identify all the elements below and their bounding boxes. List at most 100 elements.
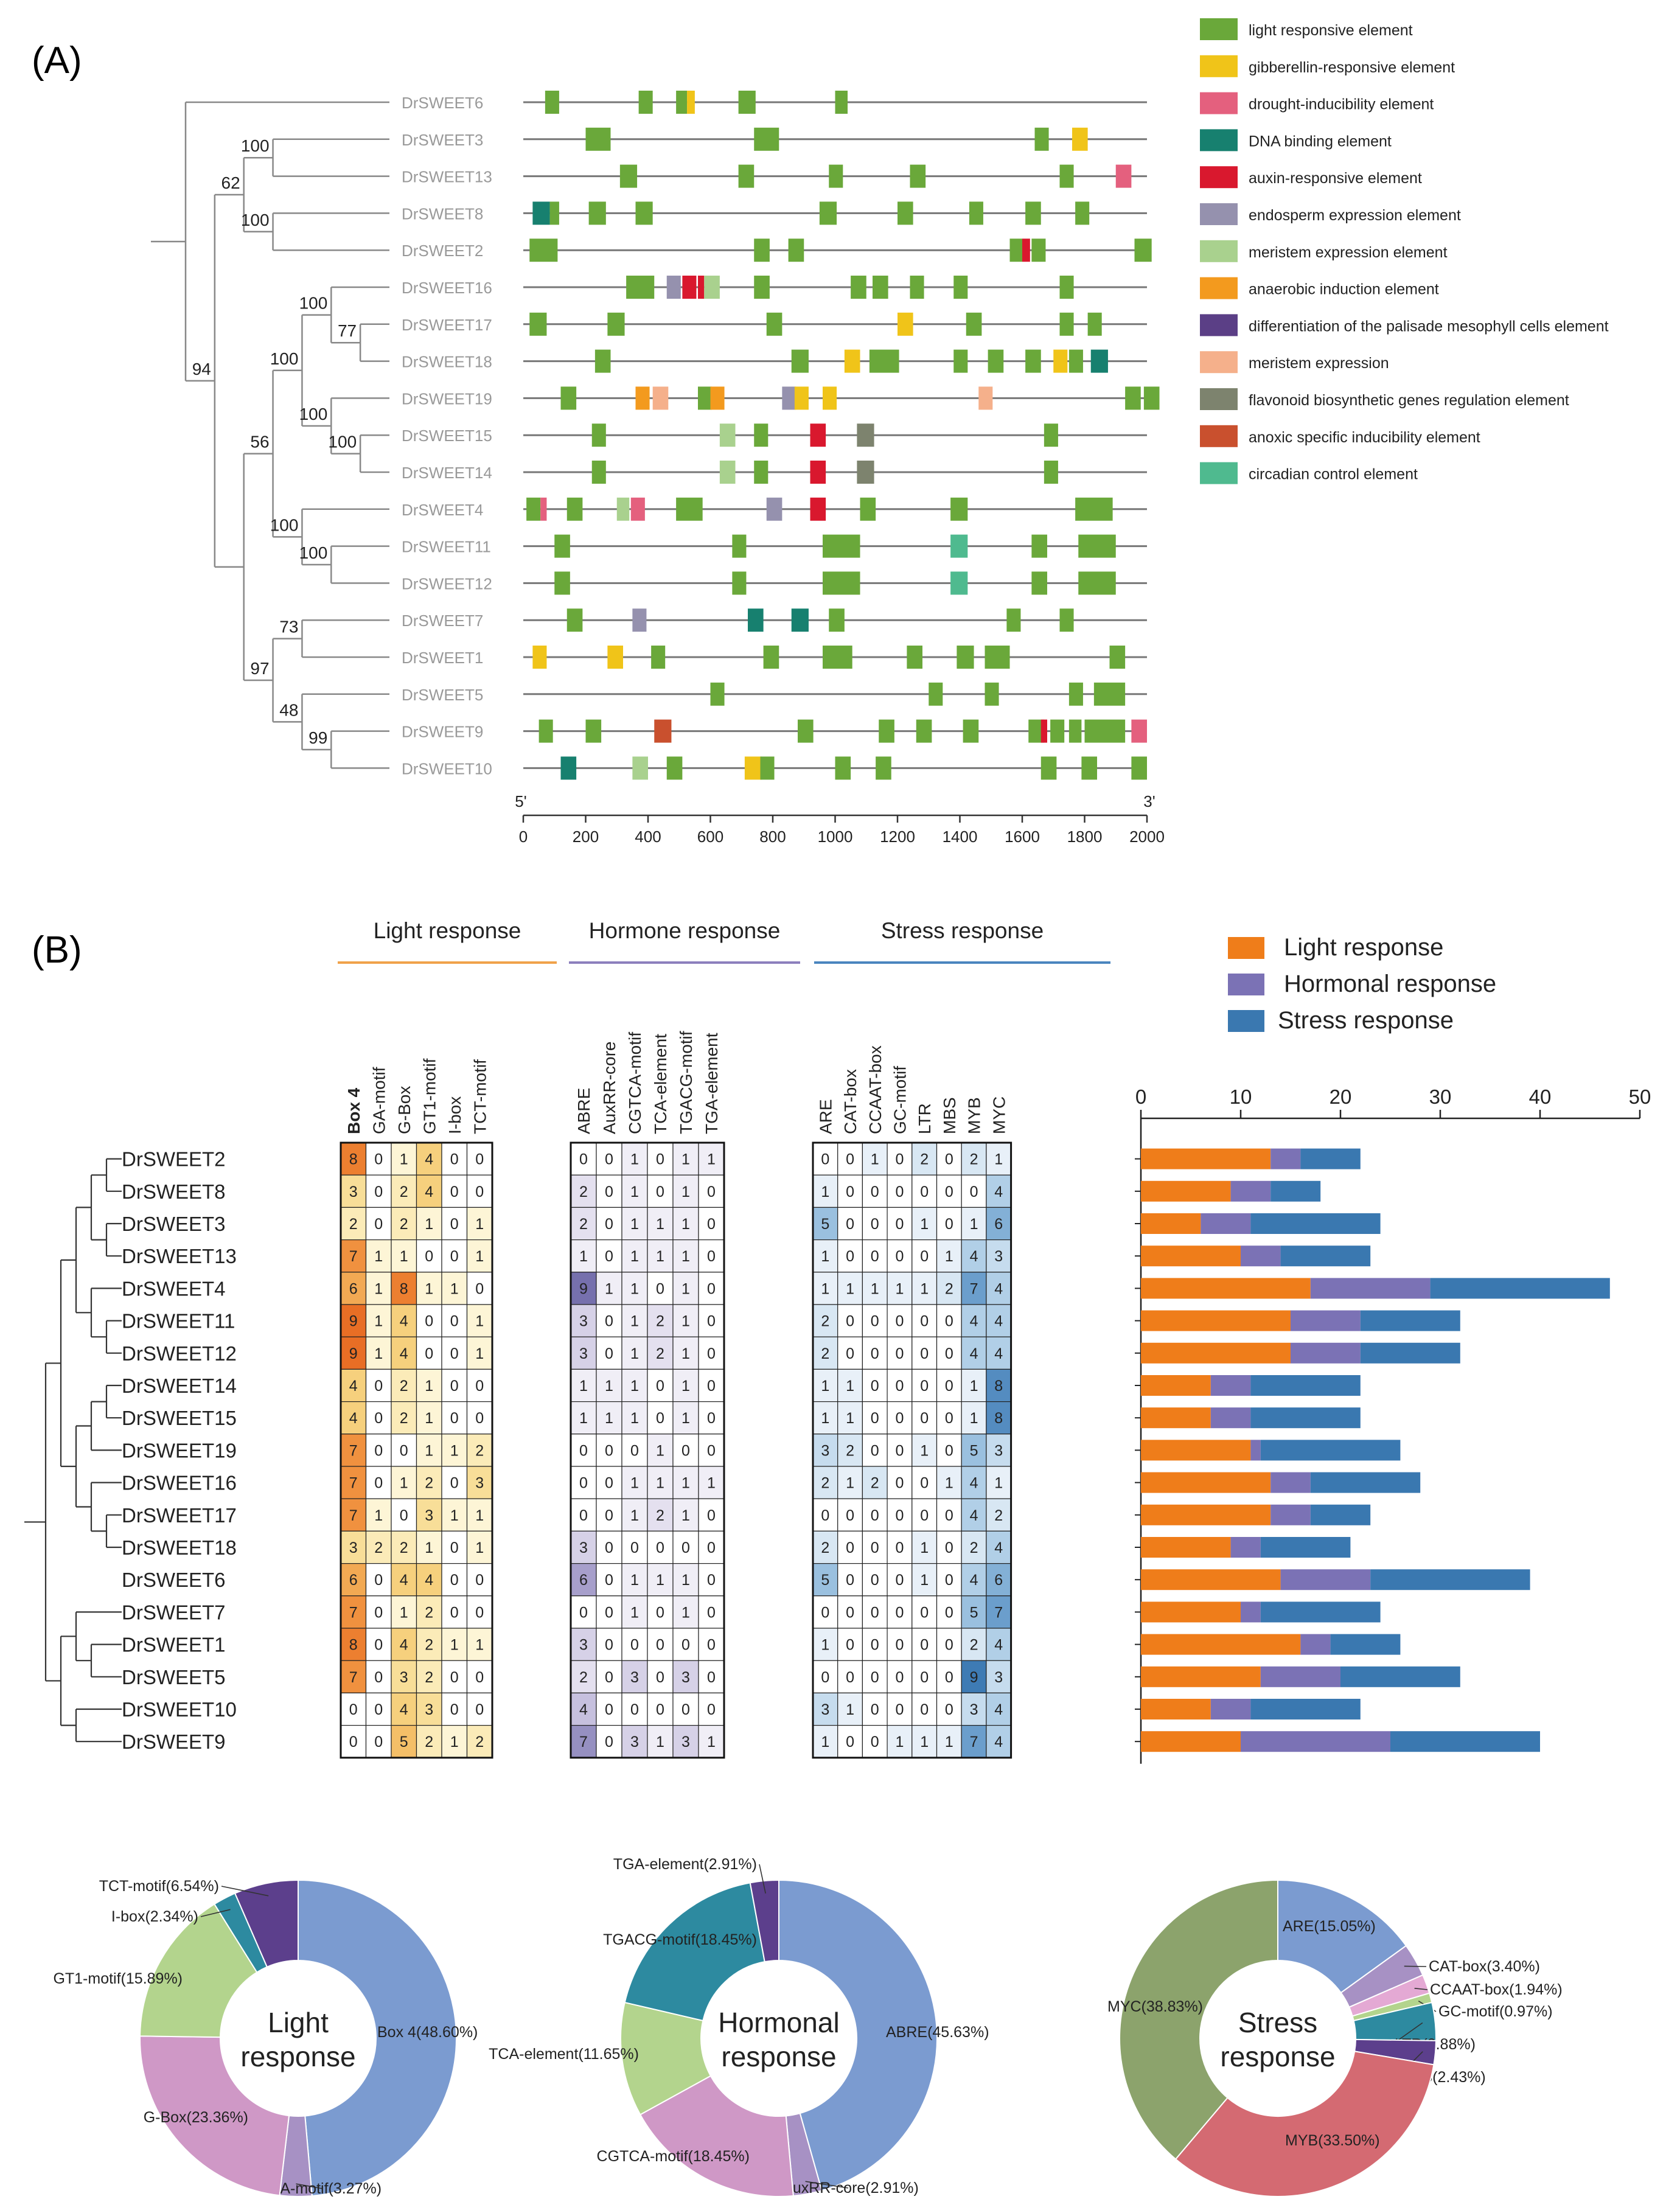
heat-cell-value: 0 <box>605 1183 613 1200</box>
element-box-gibberellin-responsive-element <box>844 349 860 373</box>
heat-cell-value: 1 <box>450 1442 459 1459</box>
heat-cell-value: 0 <box>450 1475 459 1492</box>
heat-cell <box>647 1207 674 1241</box>
legend-swatch-flavonoid-biosynthetic-genes-regulation-element <box>1200 388 1238 410</box>
heat-cell-value: 0 <box>895 1637 904 1654</box>
heat-cell-value: 0 <box>920 1378 929 1395</box>
bar-segment-light-response-drsweet5 <box>1141 1666 1261 1687</box>
heat-cell <box>911 1466 938 1499</box>
heat-cell-value: 3 <box>994 1669 1003 1686</box>
gene-label-drsweet17: DrSWEET17 <box>402 316 492 334</box>
heat-cell-value: 4 <box>970 1572 978 1589</box>
row-gene-label-drsweet16: DrSWEET16 <box>122 1472 237 1494</box>
heat-cell <box>621 1466 648 1499</box>
heat-cell <box>365 1368 392 1402</box>
x-tick-label: 600 <box>697 827 723 846</box>
column-header-myc: MYC <box>989 1096 1008 1134</box>
bar-legend-label-stress-response: Stress response <box>1278 1007 1454 1034</box>
element-box-light-responsive-element <box>1009 239 1022 262</box>
heat-cell-value: 5 <box>821 1572 829 1589</box>
heat-cell-value: 1 <box>630 1216 639 1233</box>
heat-cell-value: 0 <box>871 1442 879 1459</box>
heat-cell-value: 0 <box>707 1572 716 1589</box>
column-header-cat-box: CAT-box <box>841 1069 860 1134</box>
heat-cell-value: 0 <box>475 1378 484 1395</box>
heat-cell-value: 1 <box>920 1539 929 1556</box>
heat-cell <box>961 1466 987 1499</box>
heat-cell <box>596 1401 622 1435</box>
heat-cell-value: 1 <box>681 1410 690 1427</box>
heat-cell-value: 4 <box>970 1313 978 1330</box>
element-box-light-responsive-element <box>835 91 848 114</box>
heat-cell-value: 1 <box>605 1280 613 1297</box>
heat-block-frame <box>570 1141 725 1759</box>
bar-legend-label-hormonal-response: Hormonal response <box>1284 970 1496 997</box>
bar-segment-stress-response-drsweet18 <box>1260 1537 1351 1558</box>
heat-cell <box>862 1563 888 1597</box>
element-box-light-responsive-element <box>985 646 1010 669</box>
heat-cell-value: 0 <box>656 1410 664 1427</box>
donut-slice-box-4-48-60 <box>298 1879 457 2197</box>
heat-cell-value: 0 <box>871 1733 879 1751</box>
heat-cell <box>340 1530 367 1564</box>
heat-cell-value: 0 <box>846 1572 854 1589</box>
heat-cell <box>887 1368 913 1402</box>
column-header-g-box: G-Box <box>395 1086 414 1134</box>
heat-cell-value: 0 <box>871 1539 879 1556</box>
panel-b-gene-labels: DrSWEET2 DrSWEET8 DrSWEET3 DrSWEET13 DrSWEET… <box>122 1148 237 1754</box>
bar-segment-stress-response-drsweet9 <box>1390 1731 1540 1752</box>
heat-cell <box>812 1174 838 1208</box>
heat-cell-value: 0 <box>821 1604 829 1621</box>
element-box-dna-binding-element <box>532 201 550 225</box>
heat-cell <box>416 1725 442 1758</box>
heat-cell <box>647 1692 674 1726</box>
heat-cell <box>365 1434 392 1467</box>
bar-x-tick-label: 50 <box>1629 1085 1651 1108</box>
bar-x-tick-label: 40 <box>1529 1085 1552 1108</box>
panel-a-label: (A) <box>32 40 82 82</box>
heat-cell <box>570 1142 597 1176</box>
heat-cell-value: 2 <box>994 1507 1003 1524</box>
heat-cell-value: 0 <box>450 1248 459 1265</box>
heat-cell-value: 2 <box>475 1733 484 1751</box>
element-box-gibberellin-responsive-element <box>687 91 695 114</box>
element-box-auxin-responsive-element <box>698 276 705 299</box>
bar-segment-hormonal-response-drsweet5 <box>1260 1666 1340 1687</box>
element-box-drought-inducibility-element <box>1115 164 1132 188</box>
heat-cell-value: 0 <box>871 1507 879 1524</box>
panel-b-count-heatmap: Box 4 GA-motif G-Box GT1-motif I-box TCT-moti… <box>340 1031 1013 1759</box>
heat-cell-value: 4 <box>994 1539 1003 1556</box>
heat-cell-value: 2 <box>920 1151 929 1168</box>
heat-cell-value: 0 <box>846 1733 854 1751</box>
heat-cell-value: 2 <box>425 1637 433 1654</box>
heat-block-frame <box>812 1141 1013 1759</box>
heat-cell <box>441 1595 468 1629</box>
heat-cell <box>672 1239 699 1273</box>
heat-cell-value: 4 <box>349 1410 358 1427</box>
row-gene-label-drsweet13: DrSWEET13 <box>122 1245 237 1267</box>
heat-cell <box>698 1660 725 1693</box>
heat-cell-value: 0 <box>475 1701 484 1718</box>
heat-cell <box>986 1401 1012 1435</box>
heat-cell <box>837 1174 863 1208</box>
heat-cell-value: 0 <box>475 1183 484 1200</box>
element-box-light-responsive-element <box>529 239 558 262</box>
bar-segment-light-response-drsweet2 <box>1141 1148 1271 1169</box>
bar-segment-stress-response-drsweet19 <box>1260 1440 1401 1461</box>
heat-cell-value: 2 <box>970 1637 978 1654</box>
heat-cell <box>698 1239 725 1273</box>
heat-cell <box>698 1628 725 1661</box>
heat-cell-value: 1 <box>425 1442 433 1459</box>
element-box-meristem-expression-element <box>616 497 630 521</box>
heat-cell <box>986 1304 1012 1337</box>
heat-cell-value: 0 <box>605 1442 613 1459</box>
heat-cell <box>596 1434 622 1467</box>
element-box-light-responsive-element <box>619 164 638 188</box>
heat-cell-value: 4 <box>970 1345 978 1362</box>
heat-cell-value: 2 <box>656 1507 664 1524</box>
heat-cell <box>441 1628 468 1661</box>
heat-cell-value: 0 <box>945 1507 953 1524</box>
element-box-light-responsive-element <box>1025 201 1041 225</box>
heat-cell-value: 2 <box>579 1669 588 1686</box>
legend-label-endosperm-expression-element: endosperm expression element <box>1249 207 1461 224</box>
